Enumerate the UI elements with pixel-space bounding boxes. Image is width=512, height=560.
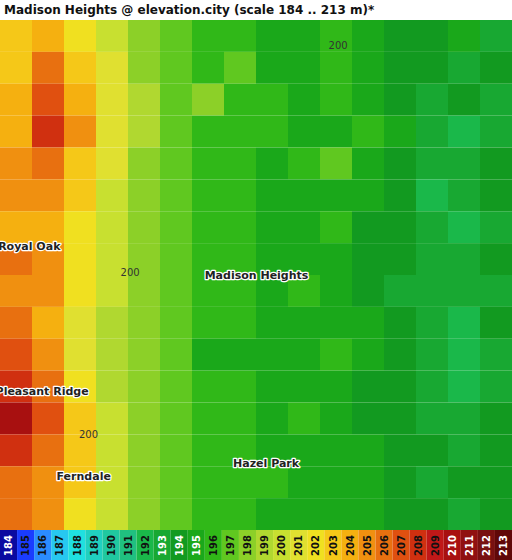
svg-text:184: 184 (3, 535, 14, 556)
svg-text:201: 201 (293, 535, 304, 556)
svg-text:190: 190 (106, 535, 117, 556)
svg-text:200: 200 (329, 40, 348, 51)
svg-text:206: 206 (379, 535, 390, 556)
svg-text:185: 185 (20, 535, 31, 556)
svg-text:211: 211 (464, 535, 475, 556)
svg-text:Royal Oak: Royal Oak (0, 240, 61, 253)
html-text:Madison Heights @ elevation.ci: Madison Heights @ elevation.city (scale … (4, 3, 375, 17)
svg-text:213: 213 (498, 535, 509, 556)
svg-text:205: 205 (362, 535, 373, 556)
svg-text:187: 187 (54, 535, 65, 556)
svg-text:Ferndale: Ferndale (57, 470, 111, 483)
svg-text:186: 186 (37, 535, 48, 556)
svg-text:204: 204 (345, 535, 356, 556)
svg-text:208: 208 (413, 535, 424, 556)
svg-text:195: 195 (191, 535, 202, 556)
svg-text:209: 209 (430, 535, 441, 556)
svg-text:Hazel Park: Hazel Park (233, 457, 300, 470)
svg-text:203: 203 (328, 535, 339, 556)
svg-text:210: 210 (447, 535, 458, 556)
svg-text:192: 192 (140, 535, 151, 556)
svg-text:207: 207 (396, 535, 407, 556)
svg-text:200: 200 (121, 267, 140, 278)
svg-text:189: 189 (89, 535, 100, 556)
svg-text:197: 197 (225, 535, 236, 556)
svg-text:191: 191 (123, 535, 134, 556)
svg-text:196: 196 (208, 535, 219, 556)
svg-text:Madison Heights: Madison Heights (205, 269, 309, 282)
svg-text:200: 200 (276, 535, 287, 556)
svg-text:212: 212 (481, 535, 492, 556)
svg-text:194: 194 (174, 535, 185, 556)
svg-text:198: 198 (242, 535, 253, 556)
svg-text:202: 202 (310, 535, 321, 556)
svg-text:Pleasant Ridge: Pleasant Ridge (0, 385, 89, 398)
svg-text:188: 188 (72, 535, 83, 556)
svg-text:200: 200 (79, 429, 98, 440)
svg-text:199: 199 (259, 535, 270, 556)
svg-text:193: 193 (157, 535, 168, 556)
